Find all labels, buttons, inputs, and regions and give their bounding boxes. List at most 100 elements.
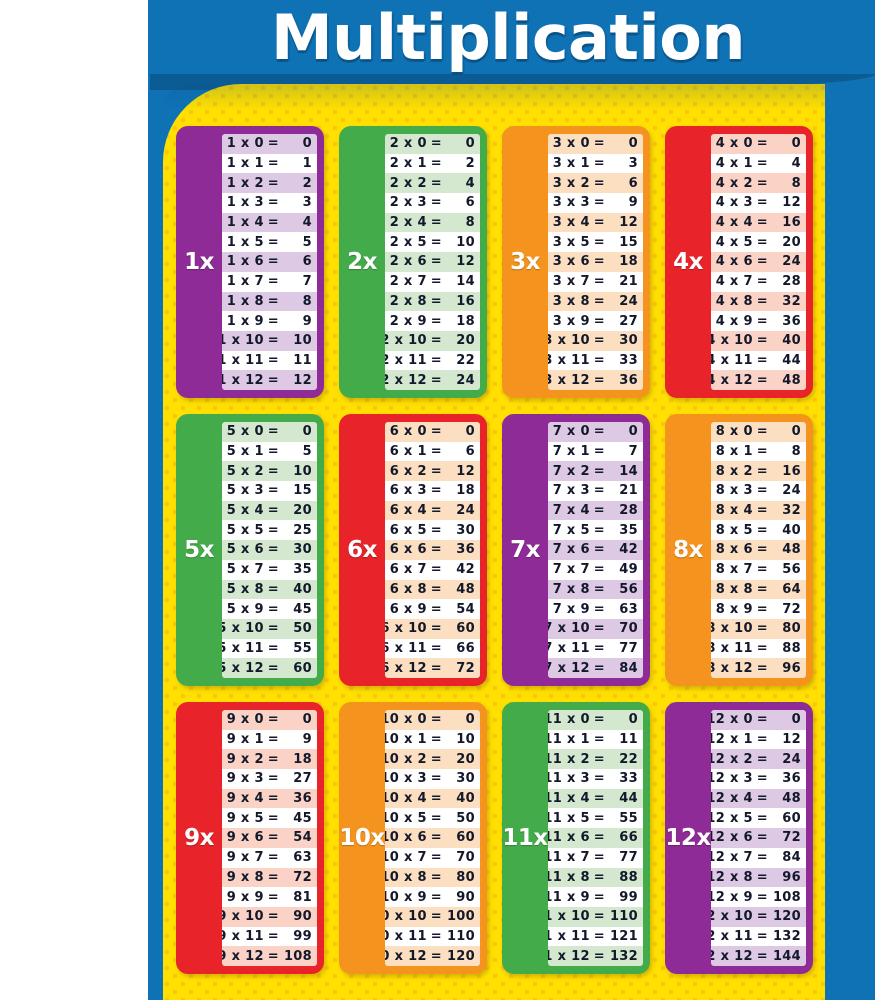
equation-row: 6 x 4 = 24 xyxy=(385,500,480,521)
times-table-card: 1x 1 x 0 = 0 1 x 1 = 1 1 x 2 = 2 1 x 3 = 3 1 x 4 = 4 1 x… xyxy=(176,126,324,398)
equation-row: 5 x 9 = 45 xyxy=(222,599,317,619)
equals-sign: = xyxy=(756,503,768,519)
equation-product: 12 xyxy=(293,372,312,388)
equation-operands: 9 x 2 xyxy=(226,751,264,767)
equation-operands: 2 x 11 xyxy=(385,352,427,368)
equation-row: 11 x 12=132 xyxy=(548,946,643,966)
equation-product: 88 xyxy=(782,640,801,656)
equals-sign: = xyxy=(756,234,768,250)
card-label: 9x xyxy=(184,825,214,851)
equation-row: 7 x 9 = 63 xyxy=(548,599,643,619)
equation-operands: 8 x 5 xyxy=(715,522,753,538)
equals-sign: = xyxy=(756,372,768,388)
equals-sign: = xyxy=(756,810,768,826)
equation-product: 40 xyxy=(782,333,801,349)
equation-product: 44 xyxy=(782,352,801,368)
equals-sign: = xyxy=(593,712,605,728)
equation-operands: 5 x 5 xyxy=(226,522,264,538)
equation-product: 2 xyxy=(465,156,475,172)
equation-row: 12 x 9 = 108 xyxy=(711,887,806,907)
equals-sign: = xyxy=(430,909,442,925)
equation-row: 9 x 8 = 72 xyxy=(222,867,317,888)
equation-operands: 4 x 4 xyxy=(715,215,753,231)
equals-sign: = xyxy=(756,850,768,866)
times-table-card: 9x 9 x 0 = 0 9 x 1 = 9 9 x 2 = 18 9 x 3 = 27 9 x 4 = 36… xyxy=(176,702,324,974)
equation-operands: 8 x 4 xyxy=(715,503,753,519)
equation-row: 8 x 8 = 64 xyxy=(711,579,806,600)
equation-row: 4 x 7 = 28 xyxy=(711,271,806,292)
equals-sign: = xyxy=(267,372,279,388)
equation-row: 7 x 3 = 21 xyxy=(548,481,643,501)
equation-operands: 5 x 2 xyxy=(226,463,264,479)
equation-product: 25 xyxy=(293,522,312,538)
equals-sign: = xyxy=(430,621,442,637)
equation-product: 0 xyxy=(791,424,801,440)
equation-row: 3 x 3 = 9 xyxy=(548,193,643,213)
equation-product: 88 xyxy=(619,869,638,885)
equals-sign: = xyxy=(430,156,442,172)
equation-product: 5 xyxy=(302,444,312,460)
equation-operands: 2 x 8 xyxy=(389,293,427,309)
equation-operands: 1 x 0 xyxy=(226,136,264,152)
equation-operands: 11 x 0 xyxy=(548,712,590,728)
equation-row: 7 x 5 = 35 xyxy=(548,520,643,541)
equation-operands: 2 x 12 xyxy=(385,372,427,388)
equals-sign: = xyxy=(430,562,442,578)
equation-product: 8 xyxy=(302,293,312,309)
equals-sign: = xyxy=(756,542,768,558)
equation-product: 0 xyxy=(302,424,312,440)
equation-operands: 6 x 2 xyxy=(389,463,427,479)
equation-product: 40 xyxy=(456,791,475,807)
equation-product: 36 xyxy=(619,372,638,388)
equation-product: 0 xyxy=(628,424,638,440)
equation-product: 35 xyxy=(619,522,638,538)
equation-operands: 3 x 6 xyxy=(552,254,590,270)
equation-operands: 12 x 5 xyxy=(711,810,753,826)
equals-sign: = xyxy=(593,810,605,826)
equation-operands: 9 x 12 xyxy=(222,948,264,964)
equation-operands: 7 x 4 xyxy=(552,503,590,519)
equals-sign: = xyxy=(430,830,442,846)
equation-row: 10 x 8 = 80 xyxy=(385,867,480,888)
equals-sign: = xyxy=(593,909,605,925)
equation-product: 72 xyxy=(782,830,801,846)
equation-operands: 3 x 3 xyxy=(552,195,590,211)
equation-operands: 1 x 5 xyxy=(226,234,264,250)
equation-operands: 11 x 9 xyxy=(548,889,590,905)
equals-sign: = xyxy=(593,928,605,944)
equation-product: 45 xyxy=(293,601,312,617)
equation-row: 10 x 1 = 10 xyxy=(385,729,480,750)
equals-sign: = xyxy=(267,352,279,368)
equation-product: 56 xyxy=(782,562,801,578)
equation-row: 8 x 6 = 48 xyxy=(711,540,806,560)
equation-row: 1 x 11 = 11 xyxy=(222,350,317,371)
equation-product: 30 xyxy=(456,522,475,538)
equation-product: 18 xyxy=(619,254,638,270)
equation-row: 1 x 8 = 8 xyxy=(222,291,317,312)
equals-sign: = xyxy=(430,660,442,676)
equation-row: 3 x 10 = 30 xyxy=(548,330,643,351)
equation-product: 20 xyxy=(293,503,312,519)
equation-operands: 7 x 2 xyxy=(552,463,590,479)
equals-sign: = xyxy=(430,522,442,538)
equation-product: 24 xyxy=(782,751,801,767)
equation-row: 3 x 2 = 6 xyxy=(548,173,643,194)
equation-operands: 5 x 7 xyxy=(226,562,264,578)
equals-sign: = xyxy=(756,313,768,329)
equals-sign: = xyxy=(593,850,605,866)
equation-operands: 6 x 12 xyxy=(385,660,427,676)
equals-sign: = xyxy=(756,156,768,172)
equals-sign: = xyxy=(267,542,279,558)
equation-row: 6 x 8 = 48 xyxy=(385,579,480,600)
times-table-card: 8x 8 x 0 = 0 8 x 1 = 8 8 x 2 = 16 8 x 3 = 24 8 x 4 = 32… xyxy=(665,414,813,686)
equation-operands: 12 x 4 xyxy=(711,791,753,807)
equation-row: 6 x 10 = 60 xyxy=(385,618,480,639)
equation-row: 11 x 4 = 44 xyxy=(548,788,643,809)
equals-sign: = xyxy=(593,503,605,519)
equation-operands: 2 x 3 xyxy=(389,195,427,211)
equals-sign: = xyxy=(267,195,279,211)
equation-row: 9 x 1 = 9 xyxy=(222,729,317,750)
equation-row: 2 x 10 = 20 xyxy=(385,330,480,351)
equation-product: 12 xyxy=(456,254,475,270)
